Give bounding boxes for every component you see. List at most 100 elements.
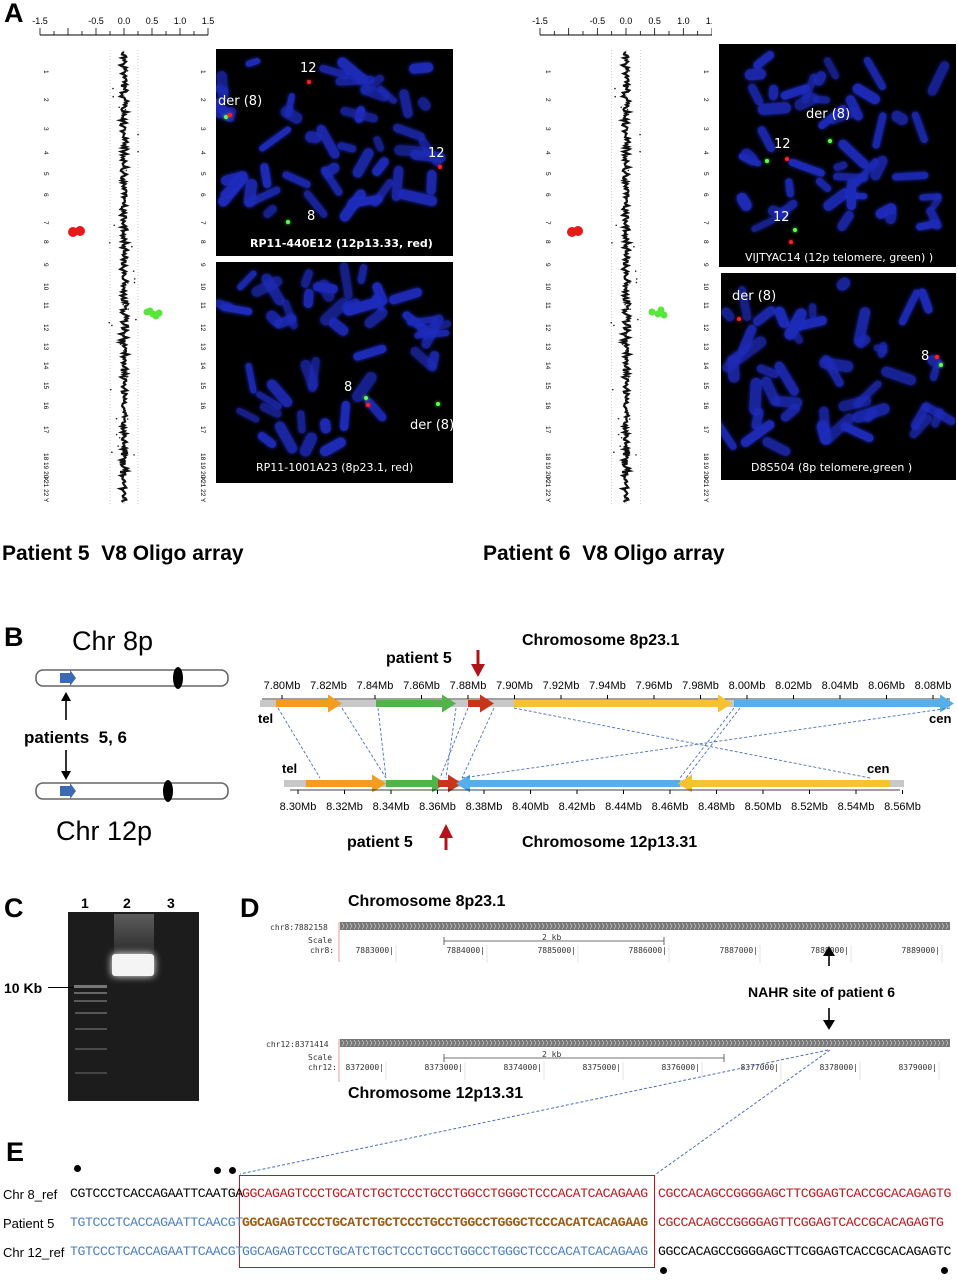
top-tick-label: 8.04Mb (822, 680, 859, 692)
marker-dot (74, 1165, 81, 1172)
chromosome-label: 3 (702, 127, 709, 131)
bottom-tick-label: 8.52Mb (791, 801, 828, 813)
chromosome-label: 13 (702, 343, 709, 351)
patient5-array-plot: -1.5 -0.5 0.0 0.5 1.0 1.51 12 23 34 45 56 67 78 89 910… (32, 16, 214, 505)
chromosome-label: 14 (42, 362, 49, 370)
chromosome-shape (256, 431, 279, 451)
chromosome-label: 13 (199, 343, 206, 351)
axis-tick-label: 1.0 (174, 16, 187, 26)
chromosome-shape (397, 88, 414, 120)
seq-mid: GGCAGAGTCCCTGCATCTGCTCCCTGCCTGGCCTGGGCTC… (242, 1186, 648, 1201)
chromosome-label: 4 (702, 151, 709, 155)
position-label: 8378000| (819, 1063, 858, 1072)
chromosome-label: 6 (199, 193, 206, 197)
chromosome-shape (261, 203, 278, 220)
bottom-tick-label: 8.56Mb (884, 801, 921, 813)
chromosome-label: 14 (544, 362, 551, 370)
cen-bottom: cen (867, 761, 889, 776)
chromosome-label: X (42, 477, 49, 482)
row-label: Chr 8_ref (3, 1187, 58, 1202)
chromosome-shape (303, 288, 314, 309)
chromosome-label: Y (544, 498, 551, 503)
chromosome-shape (235, 407, 261, 424)
chromosome-shape (408, 61, 434, 74)
chromosome-shape (880, 365, 918, 387)
nahr-label: NAHR site of patient 6 (748, 984, 896, 1000)
chromosome-label: 4 (199, 151, 206, 155)
axis-tick-label: 1.0 (677, 16, 690, 26)
fish-tag: der (8) (732, 289, 777, 304)
chromosome-label: 16 (544, 402, 551, 410)
top-tick-label: 8.06Mb (868, 680, 905, 692)
panel-d-tracks: chr8:7882158 Scale 2 kb chr8: 7883000| 78… (266, 922, 950, 1082)
chromosome-shape (885, 208, 898, 226)
chromosome-label: 3 (544, 127, 551, 131)
chromosome-label: 6 (702, 193, 709, 197)
chromosome-label: 9 (199, 263, 206, 267)
chromosome-label: Y (199, 498, 206, 503)
chromosome-shape (372, 135, 386, 154)
chromosome-shape (427, 349, 441, 370)
patient5-fish-bottom: 8 der (8) RP11-1001A23 (8p23.1, red) (216, 262, 453, 483)
chromosome-label: 18 19 20 21 22 (42, 453, 49, 497)
seq-mid: GGCAGAGTCCCTGCATCTGCTCCCTGCCTGGCCTGGGCTC… (242, 1215, 648, 1230)
chromosome-label: 7 (544, 221, 551, 225)
axis-tick-label: 0.5 (648, 16, 661, 26)
position-label: 7887000| (719, 946, 758, 955)
chromosome-label: 9 (702, 263, 709, 267)
chromosome-label: 1 (702, 70, 709, 74)
chromosome-shape (370, 155, 391, 178)
chromosome-label: X (199, 477, 206, 482)
fish-tag: der (8) (410, 418, 453, 433)
chromosome-label: 10 (702, 283, 709, 291)
chromosome-shape (761, 435, 793, 458)
chromosome-shape (773, 395, 803, 408)
patients-label: patients 5, 6 (24, 728, 127, 747)
chromosome-label: 12 (544, 324, 551, 332)
patient6-caption: Patient 6 V8 Oligo array (483, 542, 725, 565)
chromosome-label: 18 19 20 21 22 (544, 453, 551, 497)
seq-right: CGCCACAGCCGGGGAGTTCGGAGTCACCGCACAGAGTG (658, 1215, 944, 1230)
patient6-array-plot: -1.5-0.50.00.51.01.511223344556677889910… (532, 16, 712, 505)
chromosome-label: 18 19 20 21 22 (199, 453, 206, 497)
bottom-title: Chromosome 12p13.31 (522, 834, 697, 851)
chromosome-shape (744, 67, 766, 81)
chromosome-shape (319, 417, 332, 434)
bottom-tick-label: 8.30Mb (280, 801, 317, 813)
lane-1-label: 1 (81, 895, 89, 911)
chromosome-shape (784, 177, 794, 198)
patient5-top-label: patient 5 (386, 650, 452, 667)
chromosome-label: 1 (42, 70, 49, 74)
top-tick-label: 7.94Mb (589, 680, 626, 692)
fish-tag: 8 (307, 209, 316, 224)
chromosome-label: 10 (199, 283, 206, 291)
tel-top: tel (258, 711, 273, 726)
chromosome-shape (352, 344, 387, 362)
chromosome-label: 10 (42, 283, 49, 291)
chromosome-label: 15 (42, 382, 49, 390)
chromosome-shape (351, 146, 376, 181)
chromosome-label: 11 (199, 302, 206, 309)
top-tick-label: 7.84Mb (357, 680, 394, 692)
top-tick-label: 7.98Mb (682, 680, 719, 692)
chromosome-shape (220, 302, 253, 315)
chromosome-label: 5 (42, 172, 49, 176)
chromosome-label: 1 (199, 70, 206, 74)
bottom-tick-label: 8.38Mb (466, 801, 503, 813)
chromosome-label: 8 (42, 240, 49, 244)
chromosome-shape (392, 122, 427, 142)
position-label: 8374000| (503, 1063, 542, 1072)
patient5-fish-top: 12 der (8) 12 8 RP11-440E12 (12p13.33, r… (216, 49, 453, 256)
panel-b-letter: B (4, 622, 24, 652)
fish-tag: der (8) (806, 107, 851, 122)
chromosome-shape (835, 209, 856, 233)
chromosome-label: 16 (702, 402, 709, 410)
marker-10kb-label: 10 Kb (4, 980, 43, 996)
axis-tick-label: -1.5 (532, 16, 548, 26)
chromosome-shape (758, 101, 792, 115)
gel-image (68, 912, 199, 1101)
row-label: Chr 12_ref (3, 1245, 65, 1260)
position-label: 8376000| (661, 1063, 700, 1072)
row-label: Patient 5 (3, 1216, 55, 1231)
top-track-label: chr8:7882158 (270, 923, 328, 932)
